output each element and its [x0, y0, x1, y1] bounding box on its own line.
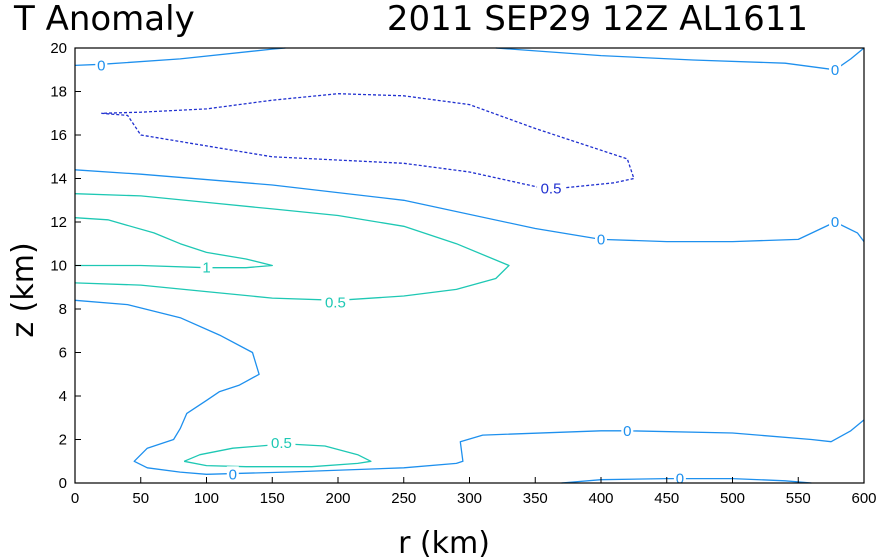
x-tick-label: 300 [457, 490, 482, 507]
axis-ticks: 0 50 100 150 200 250 300 350 400 450 500 550 6000246… [50, 40, 876, 507]
x-tick-label: 450 [654, 490, 679, 507]
contour-label-pos-half-upper: 0.5 [325, 294, 346, 311]
x-tick-label: 550 [786, 490, 811, 507]
contour-label-neg-upper: 0.5 [541, 180, 562, 197]
chart-title-left: T Anomaly [13, 0, 195, 39]
x-axis-label: r (km) [398, 526, 490, 558]
contour-label-zero-lower: 0 [229, 466, 237, 483]
x-tick-label: 100 [194, 490, 219, 507]
contour-label-zero-top-right: 0 [831, 62, 839, 79]
contour-label-zero-mid: 0 [597, 231, 605, 248]
contour-label-background [200, 259, 213, 276]
plot-frame [74, 47, 865, 484]
contour-neg-upper [101, 93, 635, 191]
x-tick-label: 150 [260, 490, 285, 507]
contour-pos-one [74, 217, 273, 269]
contour-label-zero-mid-label-right: 0 [831, 214, 839, 231]
x-tick-label: 350 [523, 490, 548, 507]
contour-label-background [829, 61, 842, 78]
contour-zero-lower [74, 299, 865, 475]
contour-label-background [537, 180, 566, 197]
y-tick-label: 18 [50, 84, 67, 101]
contour-zero-mid [74, 169, 865, 243]
contour-label-background [95, 57, 108, 74]
x-tick-label: 200 [325, 490, 350, 507]
y-tick-label: 4 [59, 388, 67, 405]
x-tick-label: 600 [851, 490, 876, 507]
y-tick-label: 16 [50, 127, 67, 144]
contour-pos-half-lower [183, 443, 372, 468]
x-tick-label: 500 [720, 490, 745, 507]
y-tick-label: 14 [50, 171, 67, 188]
contour-label-zero-lower-label-right: 0 [623, 423, 631, 440]
contour-label-background [621, 422, 634, 439]
contour-label-background [267, 434, 296, 451]
contour-labels: 0 0 0.5 0 0 0.5 1 0 0 0.5 0 [95, 57, 842, 488]
x-tick-label: 0 [71, 490, 79, 507]
contour-lines [74, 47, 865, 484]
y-tick-label: 8 [59, 301, 67, 318]
chart-title-right: 2011 SEP29 12Z AL1611 [387, 0, 808, 39]
contour-label-background [226, 466, 239, 483]
y-axis-label: z (km) [6, 242, 41, 337]
contour-label-background [321, 294, 350, 311]
contour-zero-bottom [561, 477, 812, 484]
x-tick-label: 250 [391, 490, 416, 507]
contour-label-background [595, 231, 607, 248]
contour-zero-top-right [495, 47, 865, 71]
x-tick-label: 50 [132, 490, 149, 507]
contour-label-pos-one: 1 [202, 260, 210, 277]
y-tick-label: 12 [50, 214, 67, 231]
contour-zero-top [74, 47, 286, 67]
y-tick-label: 20 [50, 40, 67, 57]
x-tick-label: 400 [588, 490, 613, 507]
contour-label-background [829, 214, 842, 230]
contour-pos-half-upper [74, 193, 510, 301]
y-tick-label: 2 [59, 432, 67, 449]
y-tick-label: 6 [59, 345, 67, 362]
y-tick-label: 0 [59, 475, 67, 492]
y-tick-label: 10 [50, 258, 67, 275]
contour-label-pos-half-lower: 0.5 [271, 435, 292, 452]
contour-label-zero-bottom: 0 [676, 471, 684, 488]
contour-label-zero-top: 0 [97, 57, 105, 74]
